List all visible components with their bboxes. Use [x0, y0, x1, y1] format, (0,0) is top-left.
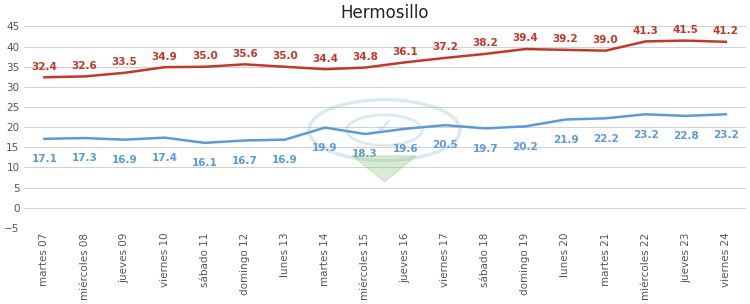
Text: 20.2: 20.2 — [512, 142, 538, 152]
Text: 19.9: 19.9 — [312, 143, 338, 153]
Text: 33.5: 33.5 — [112, 57, 137, 67]
Text: 19.7: 19.7 — [472, 144, 498, 154]
Text: 39.0: 39.0 — [592, 35, 618, 45]
Text: 41.3: 41.3 — [633, 26, 658, 36]
Text: 37.2: 37.2 — [432, 42, 458, 52]
Text: 16.1: 16.1 — [192, 158, 217, 168]
Text: 18.3: 18.3 — [352, 149, 378, 159]
Text: 35.0: 35.0 — [192, 51, 217, 61]
Text: 16.9: 16.9 — [112, 155, 137, 165]
Text: 36.1: 36.1 — [392, 47, 418, 57]
Text: 16.9: 16.9 — [272, 155, 298, 165]
Title: Hermosillo: Hermosillo — [340, 4, 429, 22]
Text: 23.2: 23.2 — [633, 130, 658, 140]
Polygon shape — [352, 156, 416, 181]
Text: 22.2: 22.2 — [592, 133, 619, 143]
Text: 32.6: 32.6 — [72, 61, 98, 71]
Text: 39.2: 39.2 — [553, 34, 578, 44]
Text: 34.9: 34.9 — [152, 52, 178, 62]
Text: 41.5: 41.5 — [673, 25, 699, 35]
Text: 17.1: 17.1 — [32, 154, 58, 164]
Text: 16.7: 16.7 — [232, 156, 258, 166]
Text: 39.4: 39.4 — [512, 33, 538, 43]
Text: ✓: ✓ — [375, 118, 394, 138]
Text: 22.8: 22.8 — [673, 131, 698, 141]
Text: 41.2: 41.2 — [712, 26, 739, 36]
Text: 17.3: 17.3 — [71, 153, 98, 163]
Text: 17.4: 17.4 — [152, 153, 178, 163]
Text: 35.0: 35.0 — [272, 51, 298, 61]
Text: 35.6: 35.6 — [232, 49, 258, 59]
Text: 32.4: 32.4 — [32, 62, 58, 72]
Text: 23.2: 23.2 — [713, 130, 739, 140]
Text: 21.9: 21.9 — [553, 135, 578, 145]
Text: 20.5: 20.5 — [432, 140, 458, 150]
Text: 34.4: 34.4 — [312, 54, 338, 64]
Text: 34.8: 34.8 — [352, 52, 378, 62]
Text: 38.2: 38.2 — [472, 38, 498, 48]
Text: 19.6: 19.6 — [392, 144, 418, 154]
